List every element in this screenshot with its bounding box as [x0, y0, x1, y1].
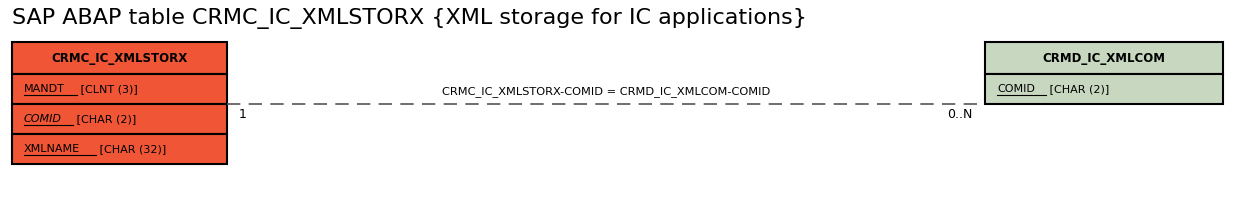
Text: MANDT: MANDT: [24, 84, 65, 94]
Text: [CHAR (2)]: [CHAR (2)]: [74, 114, 136, 124]
Text: 1: 1: [239, 108, 247, 121]
Text: [CLNT (3)]: [CLNT (3)]: [77, 84, 137, 94]
Bar: [12, 134, 227, 164]
Text: CRMD_IC_XMLCOM: CRMD_IC_XMLCOM: [1042, 52, 1166, 64]
Bar: [12, 42, 227, 74]
Text: [CHAR (2)]: [CHAR (2)]: [1046, 84, 1109, 94]
Bar: [985, 42, 1223, 74]
Text: CRMC_IC_XMLSTORX-COMID = CRMD_IC_XMLCOM-COMID: CRMC_IC_XMLSTORX-COMID = CRMD_IC_XMLCOM-…: [441, 86, 771, 97]
Text: SAP ABAP table CRMC_IC_XMLSTORX {XML storage for IC applications}: SAP ABAP table CRMC_IC_XMLSTORX {XML sto…: [12, 8, 807, 29]
Text: COMID: COMID: [24, 114, 62, 124]
Bar: [12, 74, 227, 104]
Text: CRMC_IC_XMLSTORX: CRMC_IC_XMLSTORX: [51, 52, 187, 64]
Bar: [985, 74, 1223, 104]
Text: 0..N: 0..N: [948, 108, 973, 121]
Text: COMID: COMID: [998, 84, 1035, 94]
Bar: [12, 104, 227, 134]
Text: [CHAR (32)]: [CHAR (32)]: [96, 144, 167, 154]
Text: XMLNAME: XMLNAME: [24, 144, 80, 154]
